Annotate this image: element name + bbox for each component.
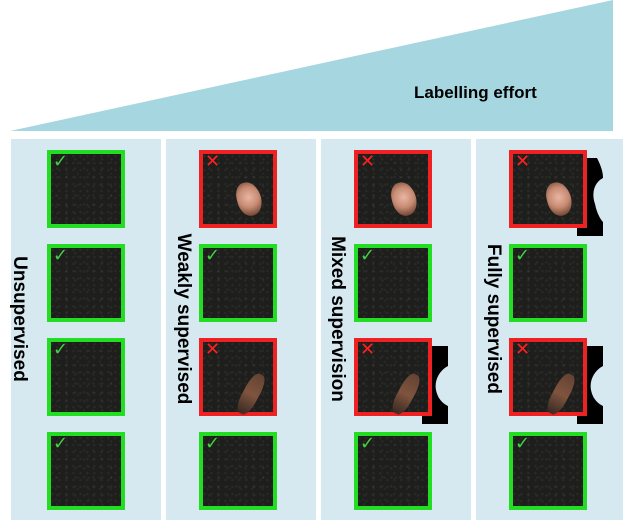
image-tile-defect: ✕ — [199, 338, 277, 418]
effort-triangle — [10, 0, 613, 131]
panel-fully-supervised: Fully supervised ✕ ✓ ✕ ✓ — [476, 139, 623, 520]
panel-mixed-supervision: Mixed supervision ✕ ✓ ✕ ✓ — [321, 139, 471, 520]
image-tile: ✓ — [47, 244, 125, 322]
image-tile: ✓ — [199, 244, 277, 322]
panel-title-text: Unsupervised — [9, 256, 30, 382]
image-tile: ✓ — [509, 432, 587, 510]
check-icon: ✓ — [515, 245, 531, 266]
labelling-effort-wedge — [10, 0, 613, 131]
image-tile-lesion: ✕ — [509, 150, 587, 228]
check-icon: ✓ — [53, 339, 69, 360]
panel-unsupervised: Unsupervised ✓ ✓ ✓ ✓ — [9, 139, 161, 520]
image-tile-lesion: ✕ — [354, 150, 432, 228]
cross-icon: ✕ — [205, 339, 221, 360]
cross-icon: ✕ — [360, 339, 376, 360]
cross-icon: ✕ — [515, 339, 531, 360]
labelling-effort-label: Labelling effort — [414, 83, 537, 102]
cross-icon: ✕ — [515, 151, 531, 172]
check-icon: ✓ — [360, 245, 376, 266]
image-tile-defect: ✕ — [354, 338, 432, 418]
cross-icon: ✕ — [205, 151, 221, 172]
image-tile: ✓ — [47, 432, 125, 510]
check-icon: ✓ — [53, 151, 69, 172]
panel-title-text: Fully supervised — [483, 244, 504, 394]
cross-icon: ✕ — [360, 151, 376, 172]
check-icon: ✓ — [53, 245, 69, 266]
panel-title-text: Mixed supervision — [327, 236, 348, 402]
check-icon: ✓ — [205, 245, 221, 266]
image-tile: ✓ — [354, 244, 432, 322]
panel-weakly-supervised: Weakly supervised ✕ ✓ ✕ ✓ — [166, 139, 316, 520]
check-icon: ✓ — [53, 433, 69, 454]
panel-title-text: Weakly supervised — [173, 233, 194, 405]
check-icon: ✓ — [360, 433, 376, 454]
image-tile: ✓ — [354, 432, 432, 510]
image-tile-lesion: ✕ — [199, 150, 277, 228]
image-tile-defect: ✕ — [509, 338, 587, 418]
check-icon: ✓ — [515, 433, 531, 454]
image-tile: ✓ — [47, 150, 125, 228]
image-tile: ✓ — [47, 338, 125, 416]
check-icon: ✓ — [205, 433, 221, 454]
image-tile: ✓ — [509, 244, 587, 322]
image-tile: ✓ — [199, 432, 277, 510]
